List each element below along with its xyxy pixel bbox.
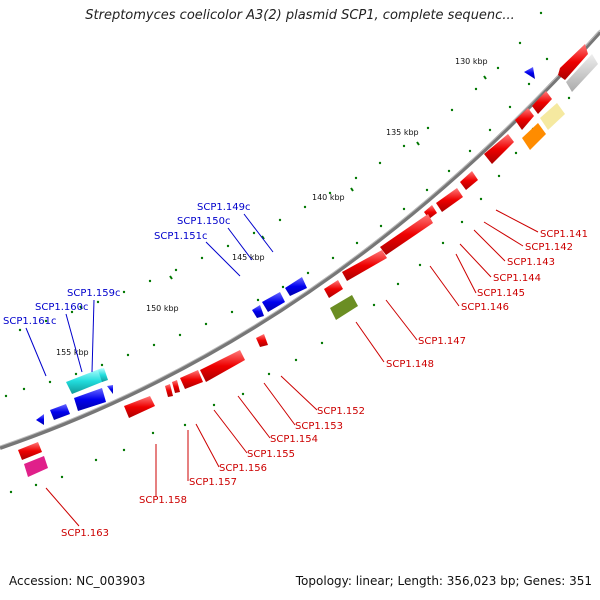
reverse-gene-label: SCP1.159c bbox=[67, 288, 121, 299]
gray-feature bbox=[566, 54, 598, 92]
reverse-gene-label: SCP1.161c bbox=[3, 316, 57, 327]
red-arrow-icon bbox=[172, 380, 180, 393]
red-arrow-icon bbox=[165, 384, 173, 397]
forward-gene-label: SCP1.144 bbox=[493, 273, 541, 284]
reverse-gene-labels: SCP1.149c SCP1.150c SCP1.151c SCP1.159c SCP1… bbox=[3, 202, 251, 327]
red-arrow-icon bbox=[532, 91, 552, 114]
cyan-arrow-icon bbox=[66, 368, 107, 394]
forward-gene-labels: SCP1.141 SCP1.142 SCP1.143 SCP1.144 SCP1.145… bbox=[61, 229, 588, 539]
reverse-gene-arrows bbox=[36, 67, 535, 425]
map-title: Streptomyces coelicolor A3(2) plasmid SC… bbox=[85, 8, 515, 23]
red-arrow-icon bbox=[515, 108, 534, 130]
red-arrow-icon bbox=[324, 280, 343, 298]
reverse-gene-label: SCP1.151c bbox=[154, 231, 208, 242]
forward-callout-lines bbox=[45, 209, 539, 527]
blue-arrow-icon bbox=[252, 305, 264, 318]
yellow-feature bbox=[540, 103, 565, 130]
red-arrow-icon bbox=[180, 370, 203, 389]
blue-arrow-icon bbox=[50, 404, 70, 420]
reverse-callout-lines bbox=[25, 213, 274, 377]
red-arrow-icon bbox=[380, 214, 433, 255]
blue-arrow-icon bbox=[524, 67, 535, 79]
forward-gene-label: SCP1.141 bbox=[540, 229, 588, 240]
scale-label: 155 kbp bbox=[56, 348, 89, 357]
scale-label: 145 kbp bbox=[232, 253, 265, 262]
blue-arrow-icon bbox=[36, 414, 44, 425]
summary-text: Topology: linear; Length: 356,023 bp; Ge… bbox=[295, 574, 592, 588]
forward-gene-arrows bbox=[18, 44, 588, 460]
red-arrow-icon bbox=[342, 250, 387, 281]
scale-label: 130 kbp bbox=[455, 57, 488, 66]
forward-gene-label: SCP1.145 bbox=[477, 288, 525, 299]
reverse-gene-label: SCP1.149c bbox=[197, 202, 251, 213]
forward-gene-label: SCP1.152 bbox=[317, 406, 365, 417]
forward-gene-label: SCP1.154 bbox=[270, 434, 318, 445]
red-arrow-icon bbox=[484, 134, 514, 164]
magenta-feature bbox=[24, 456, 48, 477]
forward-gene-label: SCP1.163 bbox=[61, 528, 109, 539]
red-arrow-icon bbox=[436, 188, 463, 212]
forward-gene-label: SCP1.157 bbox=[189, 477, 237, 488]
red-arrow-icon bbox=[460, 171, 478, 190]
red-arrow-icon bbox=[124, 396, 155, 418]
forward-gene-label: SCP1.153 bbox=[295, 421, 343, 432]
scale-label: 135 kbp bbox=[386, 128, 419, 137]
backbone-ring-highlight bbox=[0, 29, 600, 447]
scale-label: 140 kbp bbox=[312, 193, 345, 202]
blue-arrow-icon bbox=[107, 385, 113, 394]
blue-arrow-icon bbox=[285, 277, 307, 296]
forward-gene-label: SCP1.147 bbox=[418, 336, 466, 347]
blue-arrow-icon bbox=[74, 388, 106, 411]
blue-arrow-icon bbox=[262, 292, 285, 312]
forward-gene-label: SCP1.155 bbox=[247, 449, 295, 460]
forward-gene-label: SCP1.143 bbox=[507, 257, 555, 268]
forward-gene-label: SCP1.142 bbox=[525, 242, 573, 253]
red-arrow-icon bbox=[256, 334, 268, 347]
red-arrow-icon bbox=[18, 442, 42, 460]
orange-feature bbox=[522, 123, 546, 150]
forward-gene-label: SCP1.158 bbox=[139, 495, 187, 506]
forward-gene-label: SCP1.146 bbox=[461, 302, 509, 313]
cyan-arrow-icon bbox=[98, 368, 108, 382]
forward-gene-label: SCP1.156 bbox=[219, 463, 267, 474]
scale-labels: 130 kbp 135 kbp 140 kbp 145 kbp 150 kbp 155 k… bbox=[56, 57, 488, 357]
accession-text: Accession: NC_003903 bbox=[9, 574, 146, 588]
reverse-gene-label: SCP1.150c bbox=[177, 216, 231, 227]
outer-tick-ring bbox=[4, 11, 549, 398]
forward-gene-label: SCP1.148 bbox=[386, 359, 434, 370]
scale-label: 150 kbp bbox=[146, 304, 179, 313]
major-ticks bbox=[79, 75, 487, 310]
reverse-gene-label: SCP1.160c bbox=[35, 302, 89, 313]
red-arrow-icon bbox=[200, 350, 245, 382]
olive-feature bbox=[330, 295, 358, 320]
red-arrow-icon bbox=[558, 44, 588, 80]
